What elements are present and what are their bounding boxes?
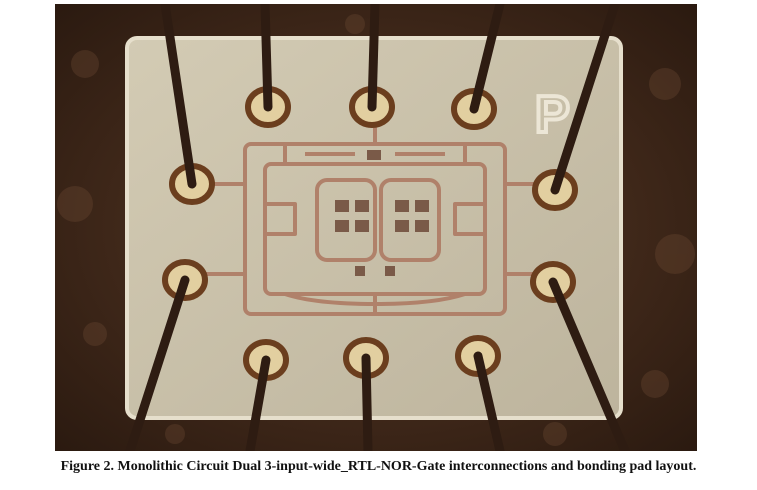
metal-interconnects <box>205 124 545 316</box>
bond-wire <box>550 4 620 195</box>
bond-wire <box>548 277 630 451</box>
die-photograph: P <box>55 4 697 451</box>
package-texture <box>57 14 695 446</box>
bond-wire <box>125 275 190 451</box>
die-marking: P <box>535 86 570 144</box>
bond-wire <box>361 353 373 451</box>
bond-wire <box>160 4 197 189</box>
bond-wire <box>469 4 505 114</box>
transistor-regions <box>335 150 429 276</box>
figure-caption: Figure 2. Monolithic Circuit Dual 3-inpu… <box>60 459 697 474</box>
bond-wires <box>125 4 630 451</box>
bond-wire <box>260 4 273 112</box>
bond-wire <box>473 351 505 451</box>
bond-wire <box>245 355 271 451</box>
bond-wire <box>367 4 380 112</box>
